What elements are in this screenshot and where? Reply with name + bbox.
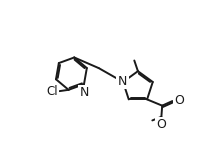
Text: Cl: Cl	[46, 85, 58, 98]
Text: N: N	[80, 86, 89, 99]
Text: O: O	[156, 118, 166, 131]
Text: N: N	[118, 75, 127, 88]
Text: O: O	[174, 94, 184, 107]
